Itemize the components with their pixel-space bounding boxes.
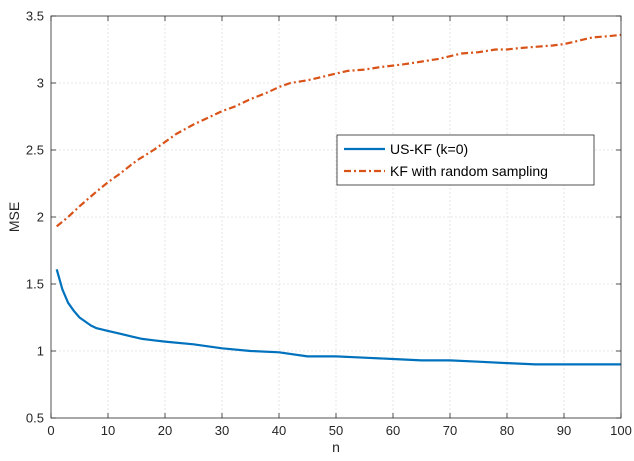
x-tick-label: 50 (329, 423, 343, 438)
x-tick-label: 20 (158, 423, 172, 438)
legend-box (336, 134, 595, 186)
axis-ticks (50, 15, 622, 419)
x-tick-label: 90 (557, 423, 571, 438)
legend: US-KF (k=0) KF with random sampling (336, 134, 595, 186)
x-tick-label: 70 (443, 423, 457, 438)
x-tick-label: 30 (215, 423, 229, 438)
y-tick-label: 3 (37, 76, 44, 91)
grid-lines (51, 16, 621, 418)
y-tick-label: 3.5 (26, 9, 44, 24)
x-tick-label: 10 (101, 423, 115, 438)
x-tick-label: 100 (610, 423, 632, 438)
x-tick-label: 0 (47, 423, 54, 438)
y-axis-label: MSE (6, 202, 22, 232)
axis-tick-labels: 0 10 20 30 40 50 60 70 80 90 100 0.5 1 1.5 2 2.5 3 3.5 (26, 9, 632, 439)
y-tick-label: 2.5 (26, 143, 44, 158)
series-line-0 (55, 268, 621, 366)
y-tick-label: 2 (37, 210, 44, 225)
y-tick-label: 1.5 (26, 277, 44, 292)
series-line-1 (56, 33, 622, 228)
y-tick-label: 0.5 (26, 411, 44, 426)
x-tick-label: 60 (386, 423, 400, 438)
y-tick-label: 1 (37, 344, 44, 359)
series-layer (55, 33, 622, 366)
x-tick-label: 80 (500, 423, 514, 438)
x-axis-label: n (332, 439, 340, 455)
legend-label-kf-random-sampling: KF with random sampling (390, 163, 548, 179)
legend-label-us-kf: US-KF (k=0) (390, 141, 468, 157)
x-tick-label: 40 (272, 423, 286, 438)
